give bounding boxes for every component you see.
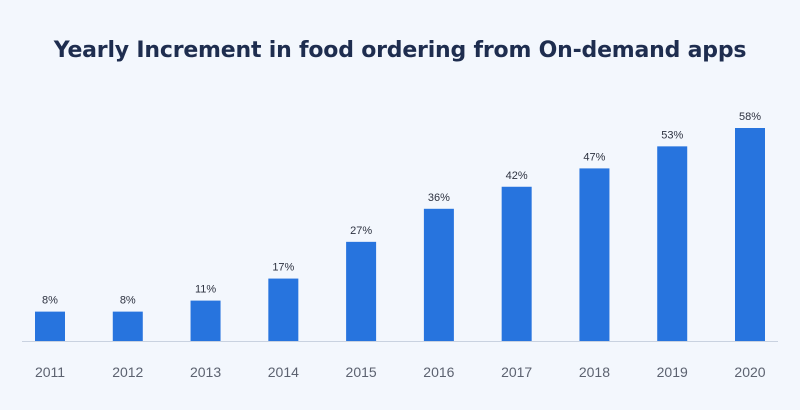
value-label-2015: 27% bbox=[350, 225, 372, 237]
bar-2015 bbox=[346, 241, 377, 341]
x-tick-label-2014: 2014 bbox=[268, 364, 299, 380]
bar-2016 bbox=[423, 208, 454, 341]
value-label-2011: 8% bbox=[42, 295, 58, 307]
bar-2018 bbox=[579, 168, 610, 341]
value-label-2016: 36% bbox=[428, 192, 450, 204]
value-label-2017: 42% bbox=[506, 170, 528, 182]
value-label-2018: 47% bbox=[583, 151, 605, 163]
bar-2011 bbox=[35, 311, 65, 341]
bar-2012 bbox=[112, 311, 143, 341]
bars-group bbox=[35, 128, 765, 341]
x-tick-label-2019: 2019 bbox=[657, 364, 688, 380]
value-label-2020: 58% bbox=[739, 111, 761, 123]
x-tick-label-2015: 2015 bbox=[346, 364, 377, 380]
bar-2017 bbox=[501, 186, 532, 341]
x-tick-label-2020: 2020 bbox=[734, 364, 765, 380]
x-tick-labels-group: 2011 2012 2013 2014 2015 2016 2017 2018 2019 2020 bbox=[35, 364, 766, 380]
chart-title: Yearly Increment in food ordering from O… bbox=[53, 38, 747, 63]
value-label-2012: 8% bbox=[120, 295, 136, 307]
bar-2020 bbox=[735, 128, 765, 341]
x-tick-label-2016: 2016 bbox=[423, 364, 454, 380]
x-tick-label-2018: 2018 bbox=[579, 364, 610, 380]
value-label-2013: 11% bbox=[195, 284, 216, 296]
value-label-2019: 53% bbox=[661, 129, 683, 141]
x-tick-label-2017: 2017 bbox=[501, 364, 532, 380]
x-tick-label-2013: 2013 bbox=[190, 364, 221, 380]
value-label-2014: 17% bbox=[272, 262, 294, 274]
x-tick-label-2012: 2012 bbox=[112, 364, 143, 380]
bar-2014 bbox=[268, 278, 299, 341]
bar-2019 bbox=[657, 146, 688, 341]
bar-2013 bbox=[190, 300, 221, 341]
x-tick-label-2011: 2011 bbox=[35, 364, 65, 380]
value-labels-group: 8% 8% 11% 17% 27% 36% 42% 47% 53% 58% bbox=[42, 111, 761, 307]
